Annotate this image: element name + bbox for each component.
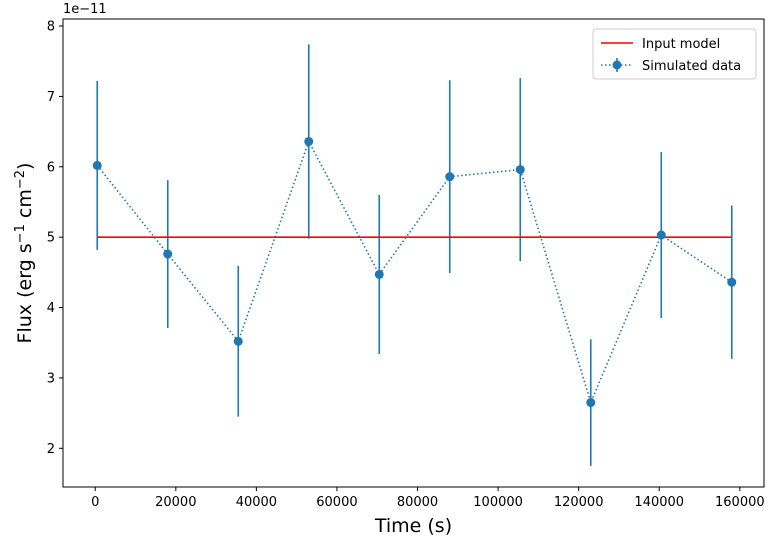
data-point (374, 269, 384, 279)
y-tick-label: 2 (47, 442, 55, 457)
y-tick-label: 3 (47, 371, 55, 386)
y-axis-label: Flux (erg s−1 cm−2) (13, 163, 36, 344)
legend-swatch-simulated-data-marker (612, 60, 622, 70)
y-offset-label: 1e−11 (63, 2, 107, 17)
y-tick-label: 7 (47, 90, 55, 105)
y-axis-label-mid: cm (14, 189, 36, 224)
simulated-data-line (96, 139, 733, 405)
x-tick-label: 40000 (236, 495, 277, 510)
plot-area (63, 19, 764, 487)
x-tick-label: 80000 (397, 495, 438, 510)
y-axis-label-suffix: ) (14, 163, 36, 170)
legend-label-simulated-data: Simulated data (642, 59, 741, 74)
legend: Input model Simulated data (592, 28, 757, 80)
data-point (92, 160, 102, 170)
y-tick-label: 5 (47, 231, 55, 246)
data-point (586, 398, 596, 408)
y-axis-label-exp1: −1 (13, 224, 28, 243)
y-tick-label: 6 (47, 160, 55, 175)
x-tick-label: 0 (91, 495, 99, 510)
legend-label-input-model: Input model (642, 37, 720, 52)
x-tick-label: 60000 (316, 495, 357, 510)
y-axis-label-prefix: Flux (erg s (14, 243, 36, 343)
data-point (515, 165, 525, 175)
x-tick-label: 20000 (155, 495, 196, 510)
x-tick-label: 100000 (473, 495, 523, 510)
data-point (656, 230, 666, 240)
data-point (233, 336, 243, 346)
x-tick-label: 160000 (715, 495, 765, 510)
legend-box (592, 28, 757, 80)
x-tick-label: 120000 (554, 495, 604, 510)
x-axis-label: Time (s) (374, 515, 452, 537)
y-axis-ticks: 2 3 4 5 6 7 8 (47, 20, 63, 457)
x-tick-label: 140000 (634, 495, 684, 510)
y-axis-label-exp2: −2 (13, 170, 28, 189)
data-point (727, 277, 737, 287)
y-tick-label: 8 (47, 20, 55, 35)
data-point (163, 249, 173, 259)
x-axis-ticks: 0 20000 40000 60000 80000 100000 120000 140000 1… (91, 487, 765, 510)
axes-frame (62, 18, 765, 488)
data-layer (92, 44, 737, 466)
data-point (304, 136, 314, 146)
y-tick-label: 4 (47, 301, 55, 316)
data-point (445, 172, 455, 182)
